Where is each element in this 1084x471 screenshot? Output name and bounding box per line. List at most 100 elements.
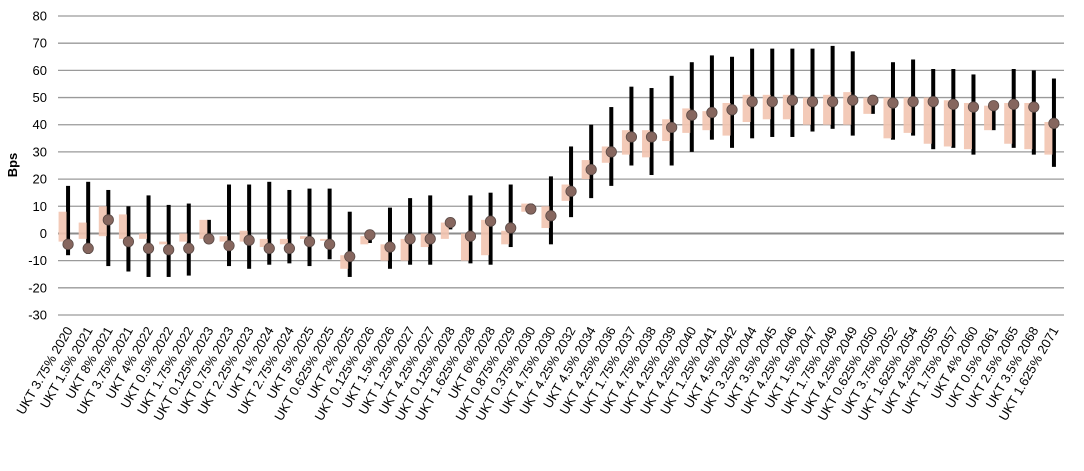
data-point [62,238,74,250]
range-wide-bar [267,181,272,265]
data-point [987,100,1000,112]
y-tick-label: 20 [33,172,47,187]
data-point [706,106,718,119]
range-wide-bar [709,55,714,140]
data-point [867,94,879,106]
range-narrow-bar [199,219,208,239]
y-tick-label: 80 [33,9,47,24]
range-narrow-bar [601,146,610,163]
range-wide-bar [186,203,191,276]
data-point [686,109,698,121]
y-tick-label: 10 [33,199,47,214]
data-point [847,94,859,106]
range-wide-bar [347,211,352,277]
range-wide-bar [247,184,252,269]
chart-marks [58,45,1060,277]
range-wide-bar [589,124,594,199]
range-narrow-bar [219,236,228,242]
range-wide-bar [971,74,976,155]
data-point [303,236,316,248]
range-narrow-bar [702,111,711,131]
data-point [806,96,819,108]
data-point [726,104,738,116]
range-wide-bar [830,45,835,129]
y-tick-label: -10 [28,253,47,268]
range-narrow-bar [621,130,630,155]
range-narrow-bar [521,203,530,212]
range-narrow-bar [561,184,570,201]
range-narrow-bar [1024,102,1033,150]
range-narrow-bar [460,233,469,261]
data-point [746,96,758,108]
range-narrow-bar [963,102,972,150]
range-narrow-bar [380,244,389,261]
range-wide-bar [327,188,332,260]
data-point [947,98,959,110]
data-point [525,203,537,215]
data-point [102,214,114,226]
range-narrow-bar [420,233,429,248]
range-wide-bar [287,189,292,264]
data-point [645,131,658,143]
range-narrow-bar [481,219,490,256]
range-wide-bar [488,192,493,265]
range-narrow-bar [239,230,248,242]
range-wide-bar [810,48,815,132]
range-narrow-bar [360,236,369,245]
range-narrow-bar [883,97,892,139]
range-wide-bar [569,146,574,218]
range-wide-bar [790,48,795,137]
range-narrow-bar [400,238,409,261]
range-narrow-bar [58,211,67,242]
range-narrow-bar [300,236,308,239]
y-tick-label: 0 [40,226,47,241]
data-point [1048,117,1060,129]
range-narrow-bar [139,233,148,239]
data-point [766,96,778,108]
range-narrow-bar [863,97,872,114]
data-point [364,229,376,241]
range-narrow-bar [682,108,691,133]
data-point [82,242,94,255]
gridlines [58,15,1064,316]
data-point [263,242,275,255]
range-wide-bar [66,185,71,256]
data-point [283,242,295,255]
y-tick-label: 50 [33,90,47,105]
range-narrow-bar [98,206,107,237]
data-point [464,230,477,242]
data-point [887,97,899,109]
range-wide-bar [146,195,151,277]
range-narrow-bar [179,233,188,242]
range-wide-bar [750,48,755,139]
range-narrow-bar [782,94,791,120]
range-narrow-bar [501,230,510,245]
y-axis-tick-labels: -30 -20 -10 0 10 20 30 40 50 60 70 80 [28,9,47,323]
data-point [907,96,919,108]
range-narrow-bar [943,100,952,147]
y-tick-label: -20 [28,280,47,295]
range-wide-bar [508,184,513,248]
data-point [545,210,557,222]
range-narrow-bar [78,222,87,239]
range-wide-bar [307,188,312,267]
range-wide-bar [468,195,473,264]
range-narrow-bar [662,119,671,142]
data-point [344,250,356,263]
data-point [484,215,497,227]
data-point [183,242,195,255]
range-narrow-bar [1004,102,1013,144]
data-point [444,216,456,229]
range-narrow-bar [923,97,932,144]
range-narrow-bar [1044,122,1053,155]
data-point [786,94,798,106]
data-point [223,240,235,252]
data-point [565,185,577,197]
data-point [404,233,416,245]
y-tick-label: 70 [33,36,47,51]
range-wide-bar [408,198,413,265]
data-point [605,146,617,158]
data-point [585,163,597,176]
